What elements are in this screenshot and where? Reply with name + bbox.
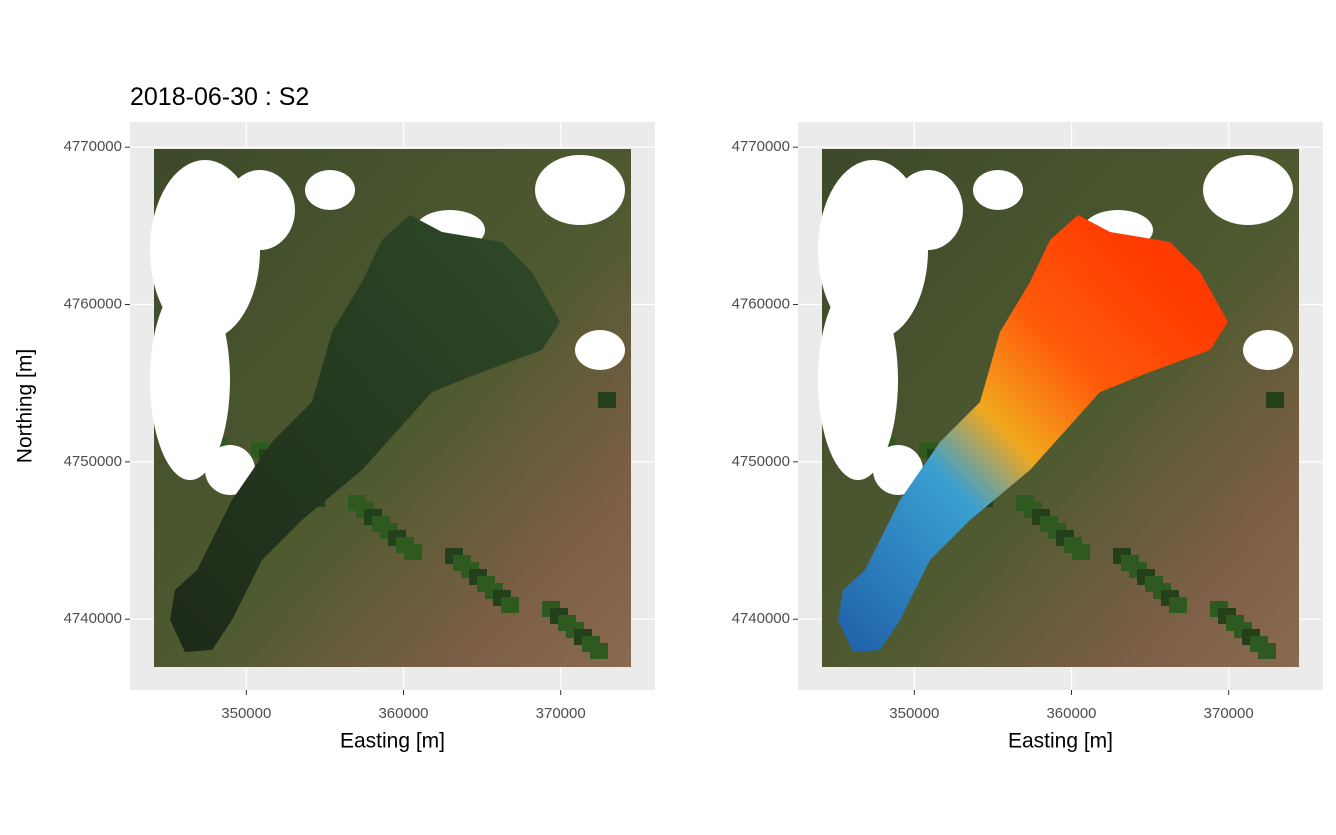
- cloud: [873, 445, 923, 495]
- x-tick-label: 360000: [378, 705, 428, 722]
- x-axis-title: Easting [m]: [340, 730, 445, 753]
- x-axis-title: Easting [m]: [1008, 730, 1113, 753]
- cloud: [973, 170, 1023, 210]
- y-tick-label: 4770000: [64, 138, 122, 155]
- lake: [170, 215, 560, 652]
- field: [1258, 643, 1276, 659]
- y-tick-label: 4740000: [732, 610, 790, 627]
- y-axis-title: Northing [m]: [14, 349, 37, 463]
- y-tick-label: 4770000: [732, 138, 790, 155]
- y-tick-label: 4740000: [64, 610, 122, 627]
- cloud: [150, 280, 230, 480]
- cloud: [225, 170, 295, 250]
- field: [598, 392, 616, 408]
- cloud: [305, 170, 355, 210]
- field: [590, 643, 608, 659]
- y-tick-label: 4760000: [732, 295, 790, 312]
- field: [404, 544, 422, 560]
- field: [1266, 392, 1284, 408]
- x-tick-label: 360000: [1046, 705, 1096, 722]
- y-tick-label: 4750000: [732, 453, 790, 470]
- field: [501, 597, 519, 613]
- x-tick-label: 370000: [536, 705, 586, 722]
- chart-title: 2018-06-30 : S2: [130, 83, 309, 111]
- x-tick-label: 350000: [889, 705, 939, 722]
- x-tick-label: 350000: [221, 705, 271, 722]
- cloud: [535, 155, 625, 225]
- cloud: [818, 280, 898, 480]
- x-tick-label: 370000: [1204, 705, 1254, 722]
- y-tick-label: 4760000: [64, 295, 122, 312]
- cloud: [1243, 330, 1293, 370]
- cloud: [893, 170, 963, 250]
- y-tick-label: 4750000: [64, 453, 122, 470]
- field: [1169, 597, 1187, 613]
- cloud: [205, 445, 255, 495]
- field: [1072, 544, 1090, 560]
- cloud: [1203, 155, 1293, 225]
- lake: [838, 215, 1228, 652]
- cloud: [575, 330, 625, 370]
- map-image: [150, 149, 631, 667]
- map-image: [818, 149, 1299, 667]
